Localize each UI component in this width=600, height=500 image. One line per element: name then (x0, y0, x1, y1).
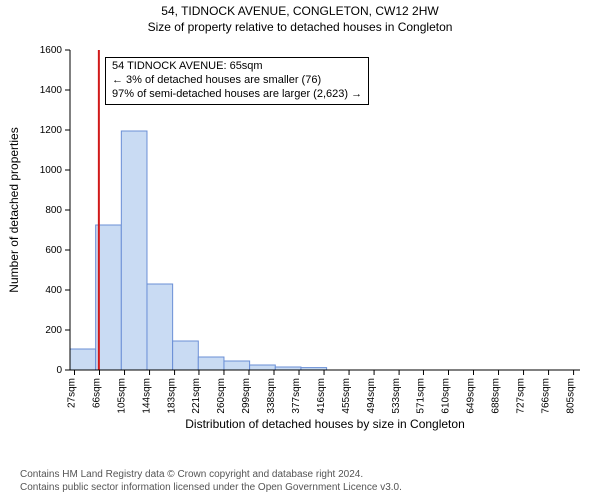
x-tick-label: 610sqm (440, 378, 451, 414)
x-tick-label: 221sqm (191, 378, 202, 414)
footer-line-2: Contains public sector information licen… (20, 482, 402, 495)
x-tick-label: 766sqm (541, 378, 552, 414)
y-tick-label: 1400 (40, 85, 63, 96)
histogram-bar (70, 349, 96, 370)
x-tick-label: 299sqm (241, 378, 252, 414)
y-tick-label: 1600 (40, 45, 63, 56)
x-tick-label: 183sqm (167, 378, 178, 414)
y-tick-label: 0 (56, 365, 62, 376)
x-axis-label: Distribution of detached houses by size … (185, 417, 465, 431)
y-tick-label: 400 (45, 285, 62, 296)
x-tick-label: 338sqm (266, 378, 277, 414)
infobox-line-1: 54 TIDNOCK AVENUE: 65sqm (112, 60, 362, 74)
histogram-bar (224, 361, 250, 370)
x-tick-label: 455sqm (341, 378, 352, 414)
x-tick-label: 727sqm (516, 378, 527, 414)
x-tick-label: 805sqm (566, 378, 577, 414)
histogram-bar (250, 365, 276, 370)
y-tick-label: 1200 (40, 125, 63, 136)
histogram-bar (147, 284, 173, 370)
y-tick-label: 600 (45, 245, 62, 256)
x-tick-label: 27sqm (66, 378, 77, 408)
footer-line-1: Contains HM Land Registry data © Crown c… (20, 469, 402, 482)
property-info-box: 54 TIDNOCK AVENUE: 65sqm ← 3% of detache… (105, 57, 369, 105)
y-tick-label: 1000 (40, 165, 63, 176)
infobox-line-3: 97% of semi-detached houses are larger (… (112, 88, 362, 102)
y-axis-label: Number of detached properties (7, 127, 21, 292)
x-tick-label: 688sqm (491, 378, 502, 414)
x-tick-label: 105sqm (117, 378, 128, 414)
x-tick-label: 571sqm (415, 378, 426, 414)
x-tick-label: 416sqm (316, 378, 327, 414)
y-tick-label: 800 (45, 205, 62, 216)
y-tick-label: 200 (45, 325, 62, 336)
attribution-footer: Contains HM Land Registry data © Crown c… (20, 469, 402, 494)
x-tick-label: 494sqm (366, 378, 377, 414)
x-tick-label: 144sqm (142, 378, 153, 414)
x-tick-label: 260sqm (216, 378, 227, 414)
x-tick-label: 66sqm (92, 378, 103, 408)
x-tick-label: 649sqm (466, 378, 477, 414)
histogram-bar (121, 131, 147, 370)
histogram-bar (198, 357, 224, 370)
x-tick-label: 533sqm (391, 378, 402, 414)
x-tick-label: 377sqm (291, 378, 302, 414)
infobox-line-2: ← 3% of detached houses are smaller (76) (112, 74, 362, 88)
histogram-bar (173, 341, 199, 370)
